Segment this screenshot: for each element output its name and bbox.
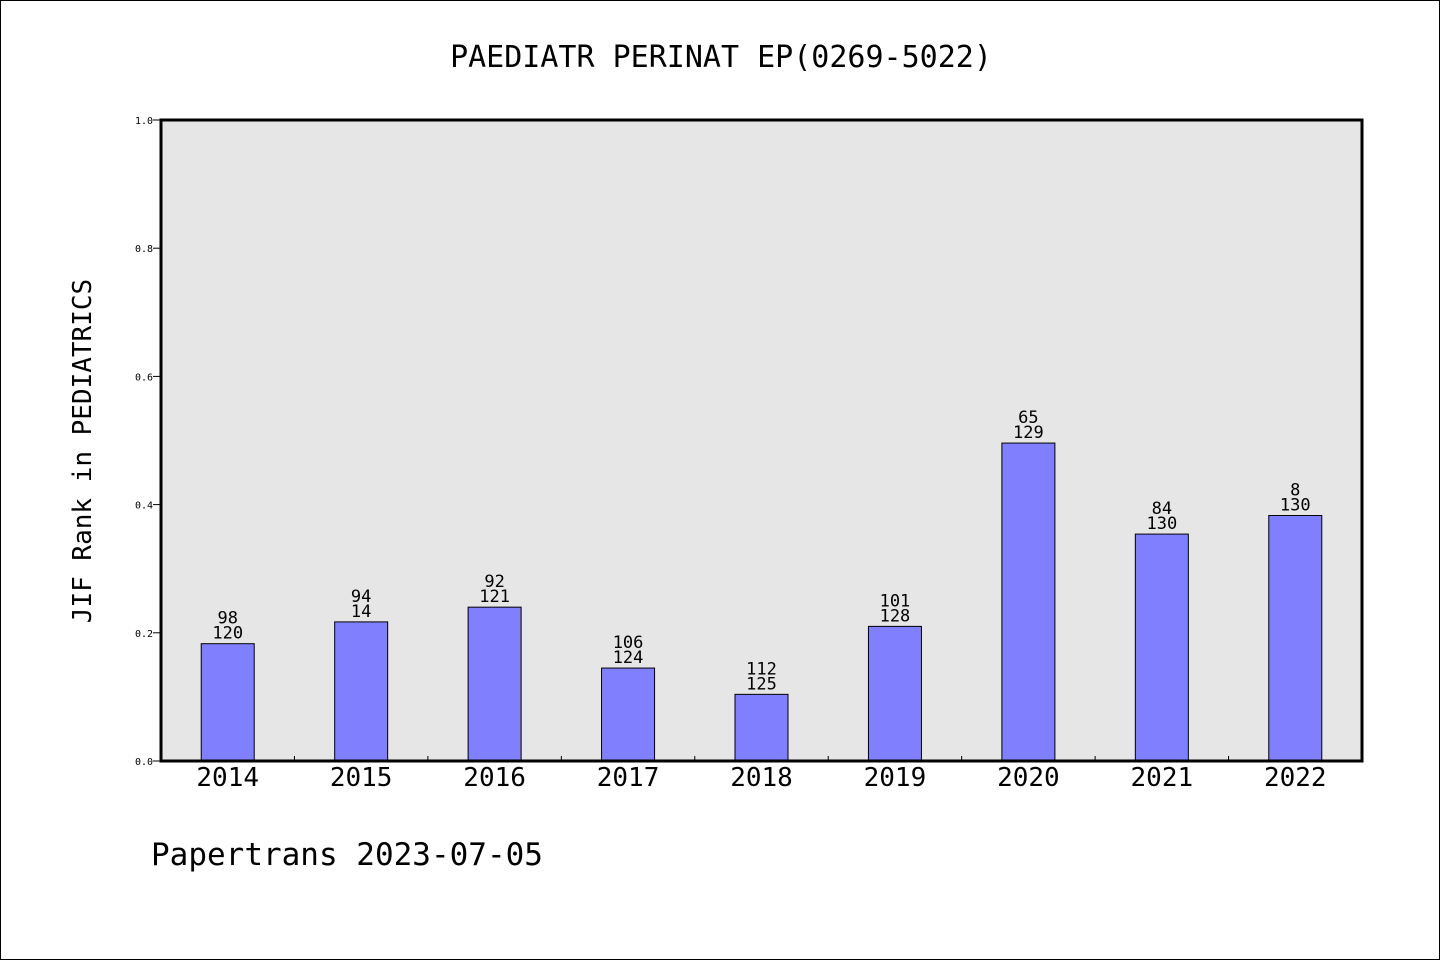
bar-2014 — [200, 643, 255, 762]
bar-rank-label: 84 — [1152, 499, 1172, 519]
x-axis-ticks: 2014 2015 2016 2017 2018 2019 2020 2021 2022 — [196, 756, 1327, 793]
bar-rank-label: 65 — [1018, 408, 1038, 428]
bar-rank-label: 101 — [880, 591, 911, 611]
y-axis-ticks: 0.0 0.2 0.4 0.6 0.8 1.0 — [135, 116, 161, 768]
y-tick-label: 0.6 — [135, 372, 153, 383]
bar-total-label: 128 — [880, 606, 911, 626]
x-tick-label: 2014 — [196, 763, 259, 793]
bar-total-label: 121 — [479, 587, 510, 607]
x-tick-label: 2018 — [730, 763, 793, 793]
bar-rank-label: 112 — [746, 659, 777, 679]
bar-2022 — [1268, 514, 1323, 762]
bar-total-label: 14 — [351, 602, 371, 622]
bar-total-label: 120 — [212, 624, 243, 644]
bar-rank-label: 94 — [351, 587, 371, 607]
footer-credit: Papertrans 2023-07-05 — [151, 837, 543, 873]
bar-total-label: 124 — [613, 648, 644, 668]
bar-2015 — [334, 621, 389, 762]
bar-total-label: 125 — [746, 674, 777, 694]
y-axis-label: JIF Rank in PEDIATRICS — [68, 279, 98, 623]
y-tick-label: 0.2 — [135, 629, 153, 640]
x-tick-label: 2020 — [997, 763, 1060, 793]
bar-2020 — [1001, 442, 1056, 762]
y-tick-label: 0.4 — [135, 501, 153, 512]
bar-total-label: 130 — [1280, 495, 1311, 515]
y-tick-label: 0.8 — [135, 244, 153, 255]
x-tick-label: 2019 — [864, 763, 927, 793]
bar-annotations: 9812094149212110612411212510112865129841… — [212, 408, 1310, 694]
bar-2016 — [467, 606, 522, 762]
bar-rank-label: 8 — [1290, 480, 1300, 500]
y-tick-label: 0.0 — [135, 757, 153, 768]
bar-total-label: 130 — [1146, 514, 1177, 534]
y-tick-label: 1.0 — [135, 116, 153, 127]
x-tick-label: 2017 — [597, 763, 660, 793]
x-tick-label: 2015 — [330, 763, 393, 793]
bar-2018 — [734, 693, 789, 762]
bar-total-label: 129 — [1013, 423, 1044, 443]
bar-2019 — [867, 625, 922, 762]
bar-2017 — [601, 667, 656, 762]
bar-2021 — [1134, 533, 1189, 762]
x-tick-label: 2021 — [1131, 763, 1194, 793]
bar-rank-label: 106 — [613, 633, 644, 653]
chart-title: PAEDIATR PERINAT EP(0269-5022) — [450, 40, 992, 75]
bar-rank-label: 92 — [484, 572, 504, 592]
plot-border — [159, 118, 1364, 763]
x-tick-label: 2016 — [463, 763, 526, 793]
x-tick-label: 2022 — [1264, 763, 1327, 793]
bar-rank-label: 98 — [217, 609, 237, 629]
bar-series — [200, 442, 1323, 762]
